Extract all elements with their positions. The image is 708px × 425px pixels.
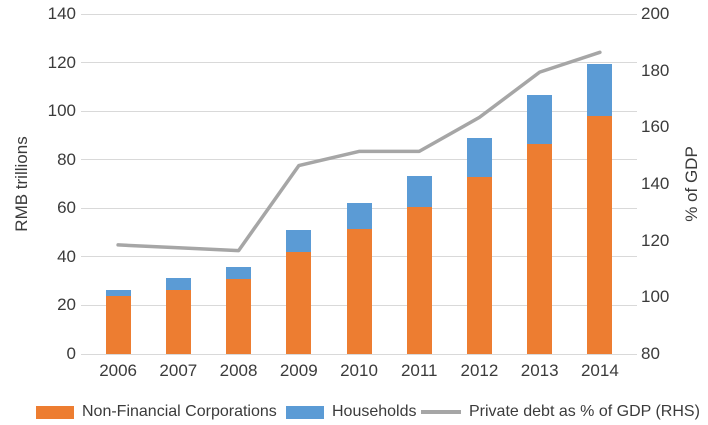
left-axis-tick-label: 120 [47, 52, 76, 72]
gridline [81, 110, 637, 112]
bar-segment-non-financial-corporations [406, 207, 432, 354]
legend-label: Private debt as % of GDP (RHS) [469, 403, 700, 420]
bar-segment-households [466, 137, 492, 177]
bar-segment-non-financial-corporations [527, 143, 553, 354]
right-axis-tick-label: 100 [641, 287, 670, 307]
bar-segment-non-financial-corporations [286, 252, 312, 354]
x-axis-tick-label: 2008 [219, 361, 258, 380]
legend-swatch-private-debt-as-of-gdp-rhs [421, 410, 461, 414]
x-axis-tick-label: 2014 [580, 361, 619, 380]
bar-segment-households [105, 289, 131, 296]
right-axis-tick-label: 160 [641, 117, 670, 137]
x-axis-tick-label: 2006 [99, 361, 138, 380]
left-axis-tick-label: 80 [57, 149, 76, 169]
x-axis-tick-label: 2007 [159, 361, 198, 380]
bar-segment-households [346, 203, 372, 229]
bar-segment-households [406, 175, 432, 208]
plot-area [81, 13, 637, 355]
right-axis-tick-label: 140 [641, 174, 670, 193]
bar-segment-non-financial-corporations [105, 295, 131, 354]
gridline [81, 353, 637, 355]
right-axis-tick-label: 200 [641, 4, 670, 23]
bar-segment-households [226, 266, 252, 279]
left-axis-tick-label: 0 [66, 344, 76, 363]
legend-label: Non-Financial Corporations [82, 403, 277, 420]
left-axis-tick-label: 60 [57, 198, 76, 218]
bar-segment-non-financial-corporations [226, 278, 252, 354]
x-axis-tick-label: 2011 [400, 361, 438, 380]
legend-item-households: Households [286, 401, 417, 423]
left-axis-tick-label: 100 [47, 101, 76, 121]
legend-item-private-debt-as-of-gdp-rhs: Private debt as % of GDP (RHS) [421, 401, 700, 423]
bar-segment-non-financial-corporations [587, 116, 613, 354]
bar-segment-households [165, 277, 191, 290]
legend-swatch-households [286, 405, 324, 419]
right-axis-tick-label: 180 [641, 60, 670, 80]
right-axis-tick-label: 120 [641, 230, 670, 250]
gridline [81, 13, 637, 15]
right-axis-tick-label: 80 [641, 344, 660, 363]
x-axis-tick-label: 2009 [279, 361, 318, 380]
gridline [81, 159, 637, 161]
bar-segment-households [587, 63, 613, 116]
bar-segment-non-financial-corporations [346, 228, 372, 354]
bar-segment-households [527, 95, 553, 144]
bar-segment-households [286, 230, 312, 252]
legend-swatch-non-financial-corporations [36, 405, 74, 419]
left-axis-tick-label: 40 [57, 246, 76, 266]
x-axis-tick-label: 2010 [340, 361, 378, 380]
legend-label: Households [332, 403, 417, 420]
left-axis-tick-label: 140 [47, 4, 76, 23]
left-axis-tick-label: 20 [57, 295, 76, 315]
legend-item-non-financial-corporations: Non-Financial Corporations [36, 401, 277, 423]
x-axis-tick-label: 2012 [460, 361, 499, 380]
x-axis-tick-label: 2013 [520, 361, 559, 380]
bar-segment-non-financial-corporations [165, 289, 191, 354]
gridline [81, 62, 637, 64]
bar-segment-non-financial-corporations [466, 176, 492, 354]
